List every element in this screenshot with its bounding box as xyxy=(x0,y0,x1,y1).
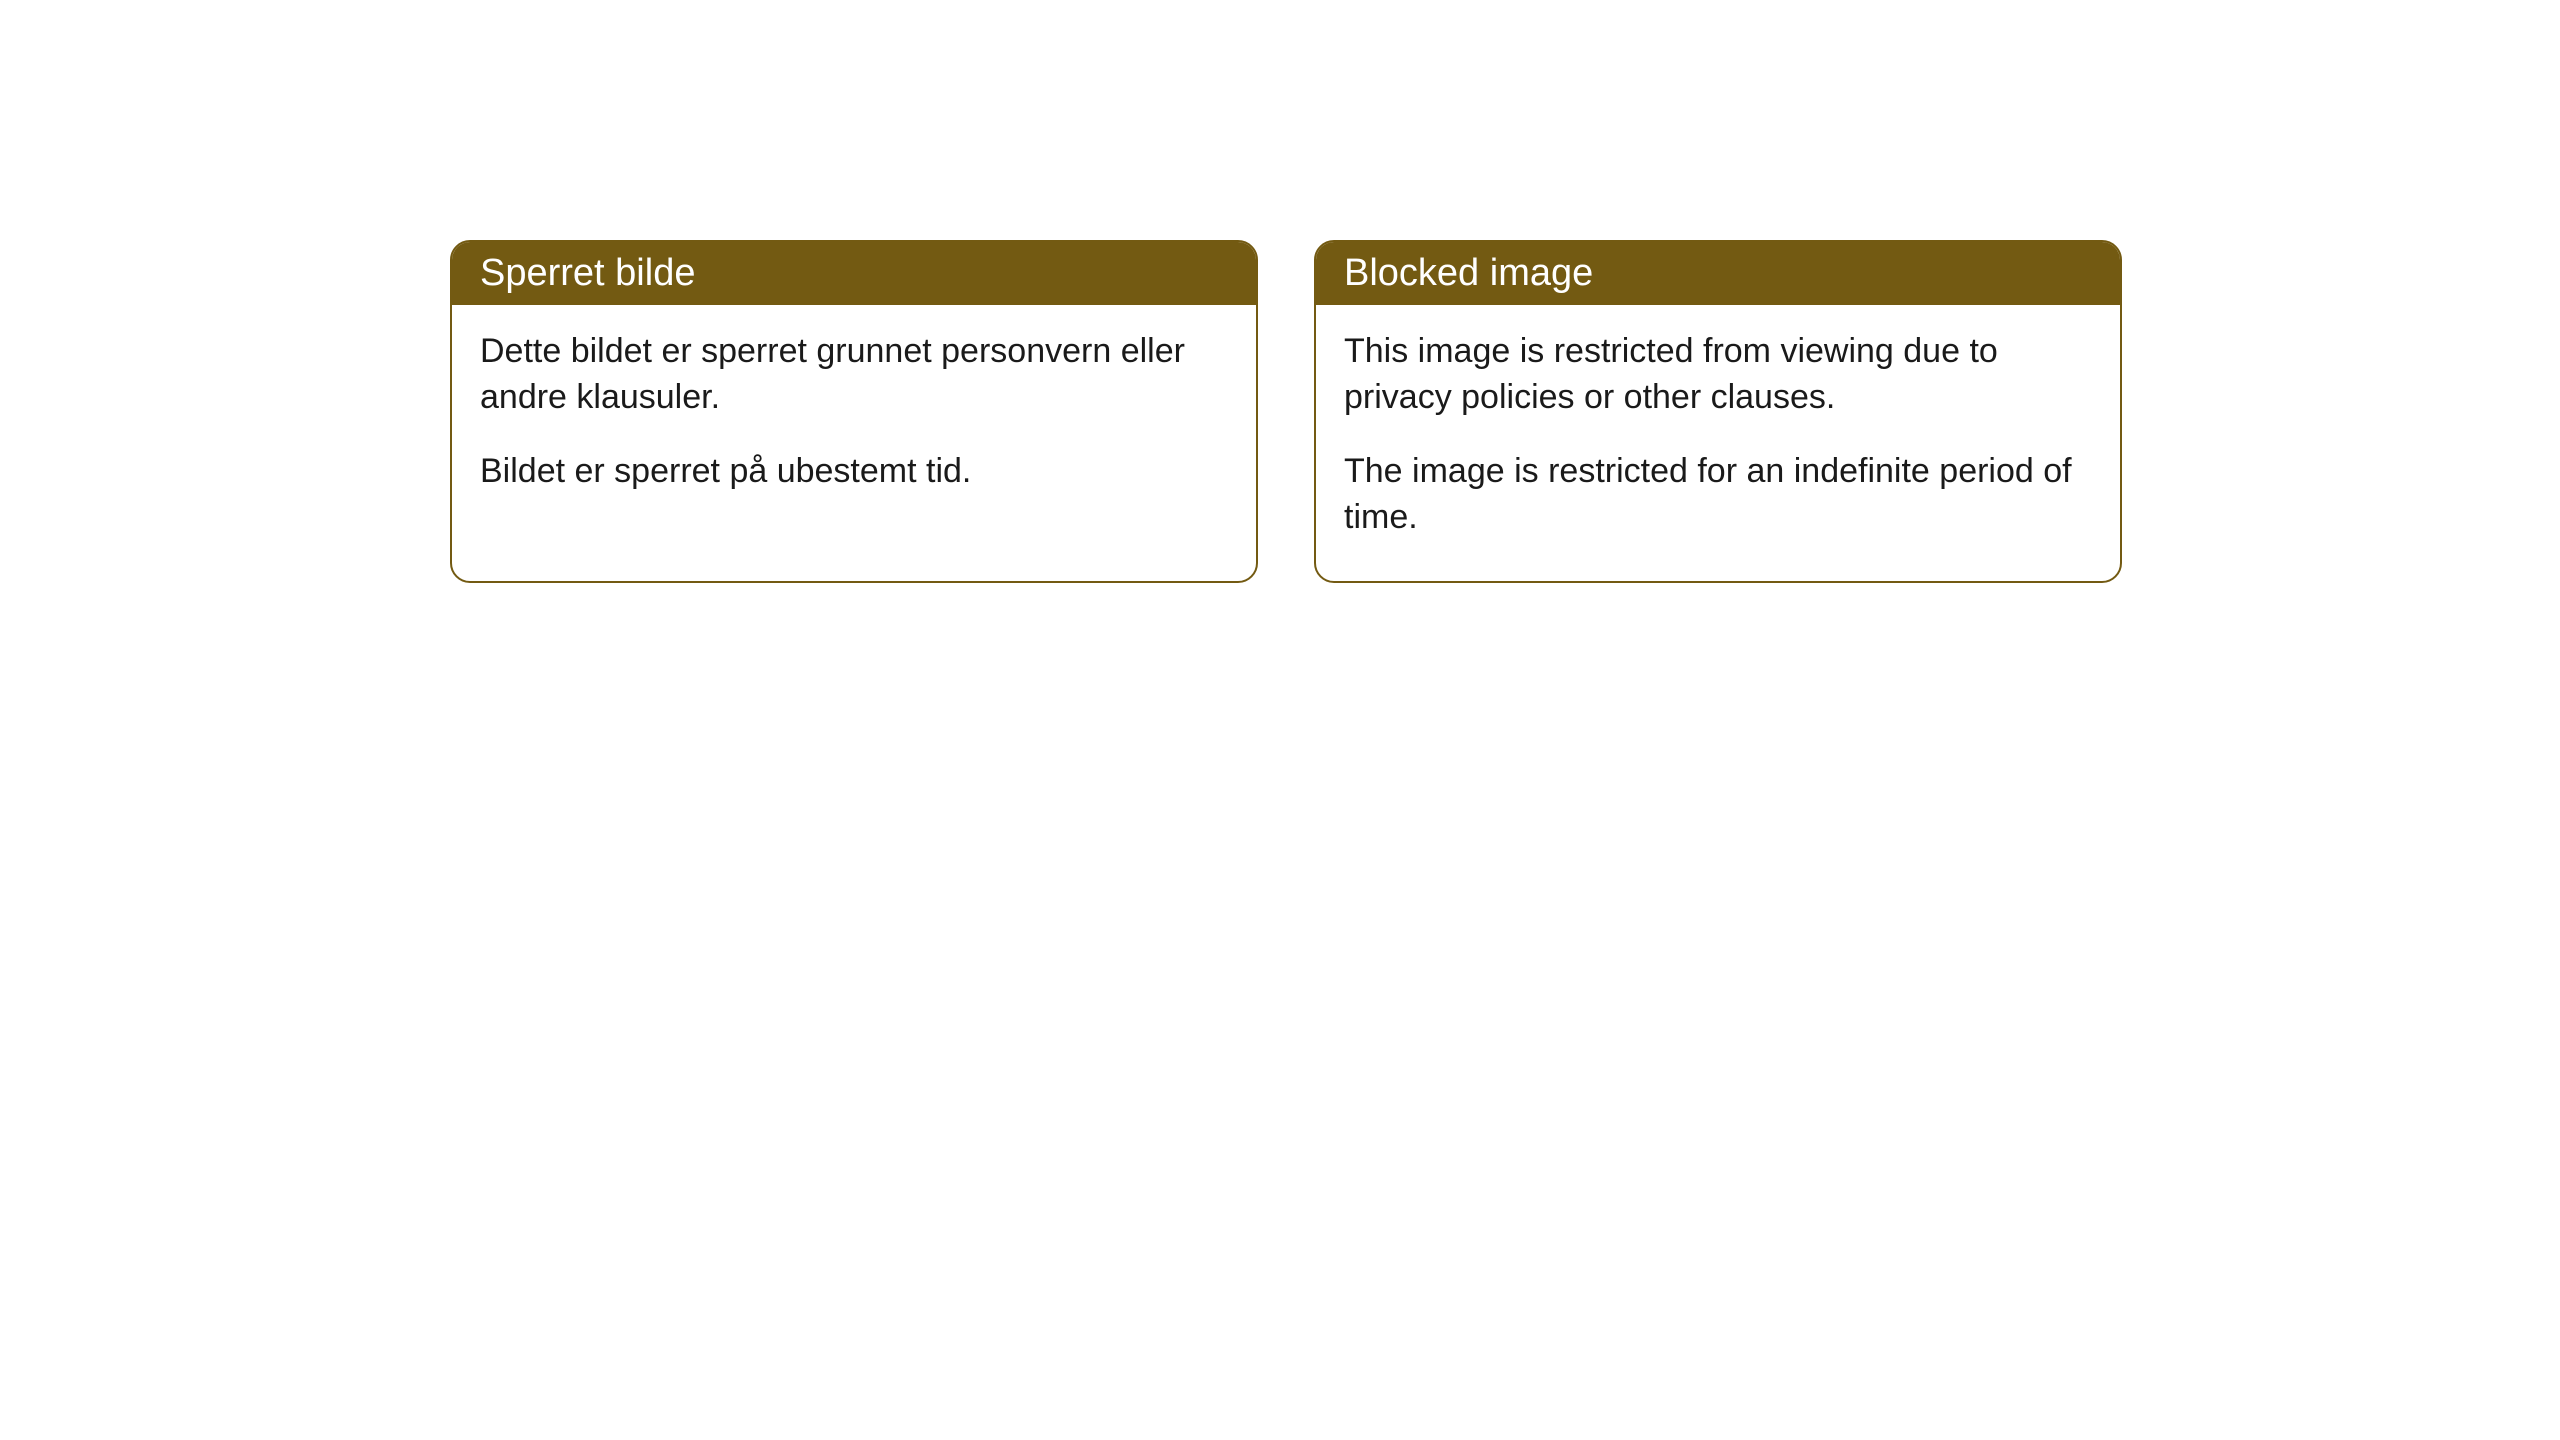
card-body: This image is restricted from viewing du… xyxy=(1316,305,2120,581)
notice-paragraph: The image is restricted for an indefinit… xyxy=(1344,449,2092,541)
card-header: Blocked image xyxy=(1316,242,2120,305)
notice-paragraph: Dette bildet er sperret grunnet personve… xyxy=(480,329,1228,421)
notice-card-english: Blocked image This image is restricted f… xyxy=(1314,240,2122,583)
card-body: Dette bildet er sperret grunnet personve… xyxy=(452,305,1256,535)
card-header: Sperret bilde xyxy=(452,242,1256,305)
notice-card-norwegian: Sperret bilde Dette bildet er sperret gr… xyxy=(450,240,1258,583)
notice-cards-container: Sperret bilde Dette bildet er sperret gr… xyxy=(450,240,2122,583)
notice-paragraph: Bildet er sperret på ubestemt tid. xyxy=(480,449,1228,495)
notice-paragraph: This image is restricted from viewing du… xyxy=(1344,329,2092,421)
